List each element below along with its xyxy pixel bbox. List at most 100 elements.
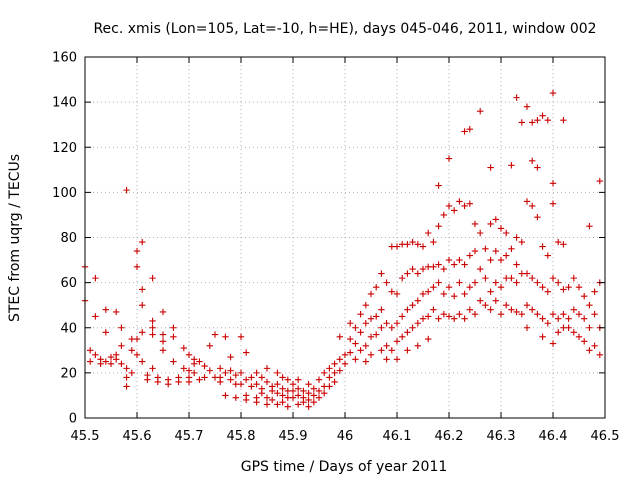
- data-point: [253, 399, 260, 406]
- data-point: [435, 315, 442, 322]
- data-point: [227, 367, 234, 374]
- data-point: [263, 365, 271, 372]
- data-point: [185, 367, 193, 374]
- data-point: [555, 238, 562, 246]
- data-point: [487, 306, 494, 313]
- data-point: [393, 320, 401, 327]
- data-point: [393, 356, 401, 363]
- data-point: [534, 116, 541, 124]
- data-point: [315, 394, 323, 401]
- data-point: [456, 198, 463, 205]
- data-point: [508, 274, 515, 282]
- data-point: [596, 351, 603, 359]
- data-point: [107, 353, 115, 361]
- data-point: [404, 347, 411, 354]
- data-point: [352, 324, 359, 331]
- data-point: [180, 365, 187, 372]
- data-point: [269, 387, 276, 395]
- data-point: [357, 329, 364, 336]
- data-point: [430, 263, 437, 271]
- data-point: [513, 94, 520, 101]
- data-point: [586, 324, 593, 331]
- data-point: [555, 279, 562, 286]
- data-point: [409, 238, 416, 246]
- x-tick-label: 46.2: [435, 429, 464, 444]
- data-point: [269, 396, 276, 404]
- data-point: [196, 376, 203, 383]
- data-point: [295, 392, 302, 399]
- data-point: [253, 380, 260, 388]
- data-point: [497, 311, 505, 318]
- y-tick-labels: 0 20 40 60 80 100 120 140 160: [52, 51, 77, 427]
- data-point: [217, 365, 224, 372]
- data-point: [305, 403, 312, 410]
- data-point: [139, 286, 146, 293]
- data-point: [414, 297, 421, 304]
- y-tick-label: 0: [69, 412, 77, 427]
- data-point: [409, 265, 416, 273]
- data-point: [544, 320, 551, 327]
- x-tick-label: 46.4: [539, 429, 568, 444]
- data-point: [352, 356, 359, 363]
- data-point: [482, 274, 489, 282]
- data-point: [435, 261, 442, 268]
- data-point: [399, 313, 406, 320]
- data-point: [336, 367, 343, 374]
- data-point: [529, 157, 536, 164]
- data-point: [487, 164, 494, 171]
- data-point: [560, 311, 567, 318]
- data-point: [440, 211, 447, 219]
- data-point: [315, 387, 323, 395]
- data-point: [258, 374, 265, 381]
- x-tick-labels: 45.5 45.6 45.7 45.8 45.9 46 46.1 46.2 46.3 46.4 46…: [71, 429, 620, 444]
- data-point: [191, 360, 198, 368]
- data-point: [445, 256, 453, 264]
- data-point: [461, 202, 468, 210]
- data-point: [555, 329, 562, 336]
- data-point: [565, 283, 572, 291]
- data-point: [206, 342, 213, 349]
- data-point: [133, 335, 141, 343]
- data-point: [159, 347, 167, 354]
- data-point: [529, 306, 536, 313]
- data-point: [347, 320, 354, 327]
- data-point: [497, 283, 505, 291]
- data-point: [560, 116, 567, 124]
- y-tick-label: 120: [52, 141, 77, 156]
- data-point: [352, 340, 359, 347]
- data-point: [383, 279, 390, 286]
- data-point: [383, 342, 390, 349]
- data-point: [326, 374, 333, 381]
- data-point: [591, 342, 598, 349]
- data-point: [263, 401, 271, 408]
- data-point: [430, 283, 437, 291]
- data-point: [185, 378, 193, 386]
- data-point: [206, 367, 213, 374]
- data-point: [357, 311, 364, 318]
- data-point: [565, 315, 572, 322]
- data-point: [477, 297, 484, 304]
- data-point: [222, 369, 229, 377]
- data-point: [404, 306, 411, 313]
- y-tick-label: 160: [52, 51, 77, 66]
- data-point: [529, 274, 536, 282]
- data-point: [139, 238, 146, 246]
- x-tick-label: 45.8: [227, 429, 256, 444]
- data-point: [258, 389, 265, 397]
- data-point: [534, 279, 541, 286]
- data-point: [575, 333, 583, 340]
- data-point: [503, 301, 510, 309]
- data-point: [274, 380, 281, 388]
- data-point: [549, 180, 557, 187]
- data-point: [544, 252, 551, 259]
- y-axis-label: STEC from uqrg / TECUs: [7, 154, 23, 322]
- data-point: [378, 270, 385, 277]
- data-point: [523, 301, 531, 309]
- x-tick-label: 45.9: [279, 429, 308, 444]
- data-point: [404, 270, 411, 277]
- data-point: [492, 247, 499, 255]
- data-point: [393, 338, 401, 345]
- data-point: [430, 238, 437, 246]
- data-point: [357, 347, 364, 354]
- data-point: [440, 265, 447, 273]
